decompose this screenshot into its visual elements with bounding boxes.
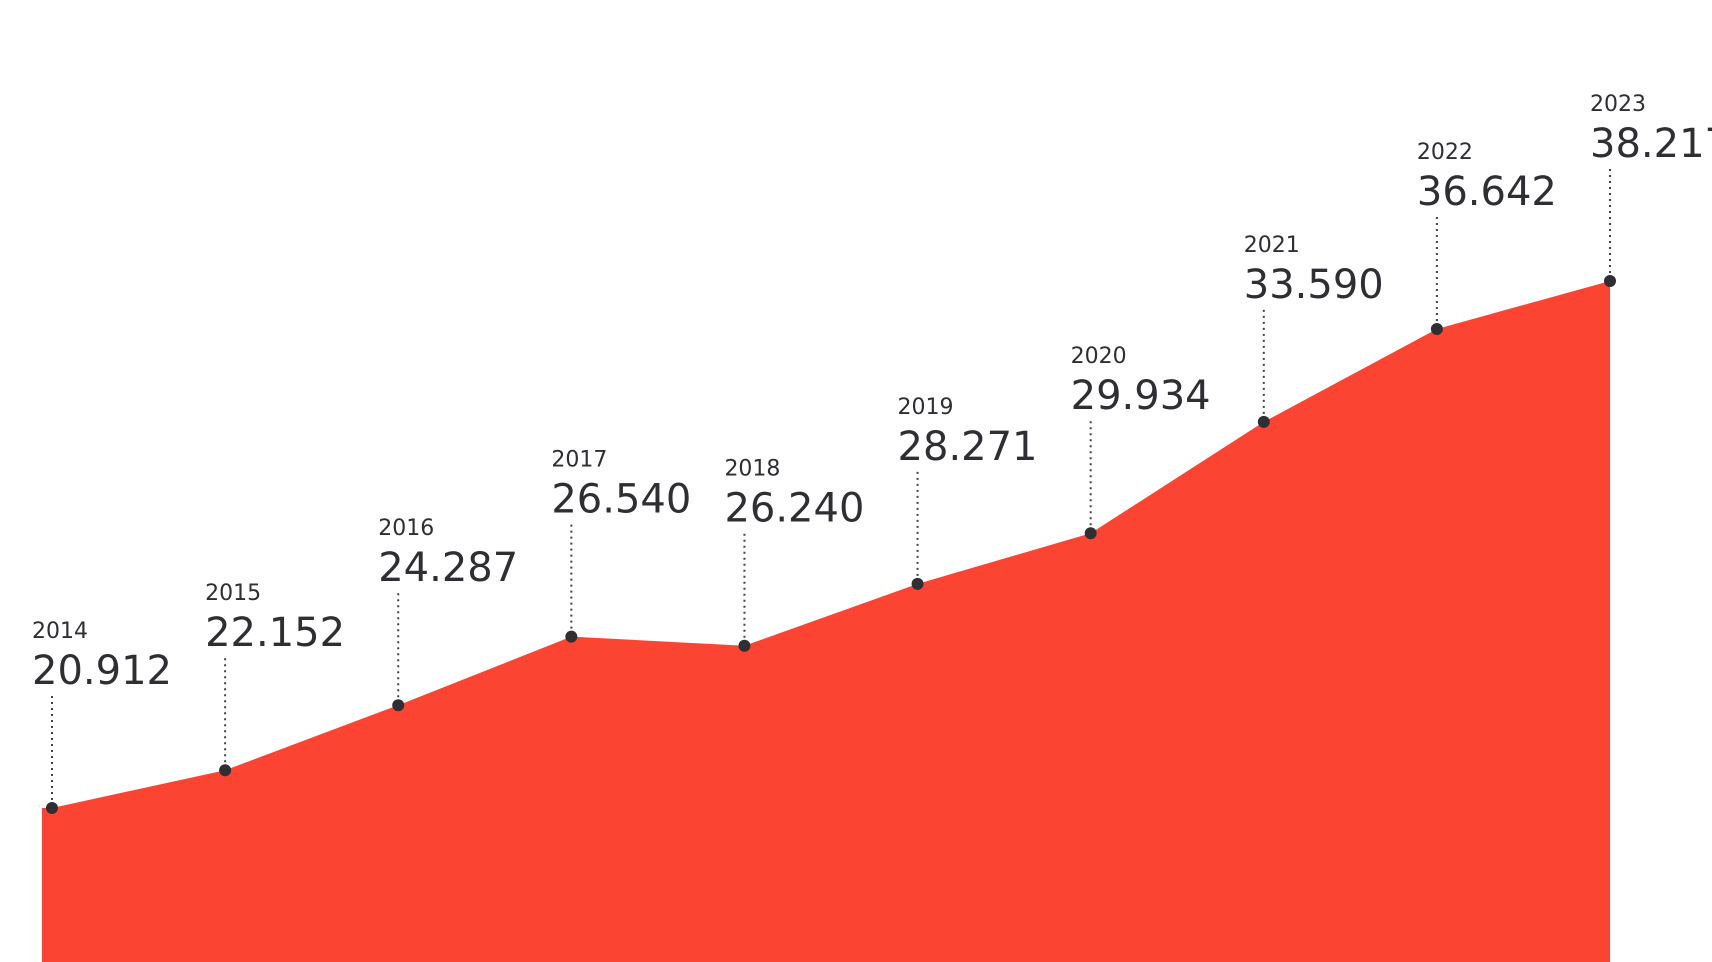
data-point-2017	[565, 631, 577, 643]
value-label-2017: 26.540	[551, 477, 691, 523]
year-label-2020: 2020	[1071, 344, 1127, 369]
data-point-2022	[1431, 323, 1443, 335]
year-label-2023: 2023	[1590, 92, 1646, 117]
value-label-2020: 29.934	[1071, 373, 1211, 419]
value-label-2015: 22.152	[205, 610, 345, 656]
data-point-2018	[738, 640, 750, 652]
year-label-2017: 2017	[551, 448, 607, 473]
value-label-2021: 33.590	[1244, 262, 1384, 308]
data-point-2015	[219, 764, 231, 776]
data-point-2016	[392, 699, 404, 711]
value-label-2023: 38.217	[1590, 121, 1712, 167]
year-label-2015: 2015	[205, 581, 261, 606]
data-point-2020	[1085, 527, 1097, 539]
data-point-2023	[1604, 275, 1616, 287]
value-label-2019: 28.271	[898, 424, 1038, 470]
data-point-2019	[912, 578, 924, 590]
year-label-2022: 2022	[1417, 140, 1473, 165]
year-label-2019: 2019	[898, 395, 954, 420]
data-point-2021	[1258, 416, 1270, 428]
value-label-2022: 36.642	[1417, 169, 1557, 215]
year-label-2018: 2018	[724, 457, 780, 482]
value-label-2018: 26.240	[724, 486, 864, 532]
value-label-2016: 24.287	[378, 545, 518, 591]
value-label-2014: 20.912	[32, 648, 172, 694]
year-label-2014: 2014	[32, 619, 88, 644]
year-label-2021: 2021	[1244, 233, 1300, 258]
data-point-2014	[46, 802, 58, 814]
year-label-2016: 2016	[378, 516, 434, 541]
